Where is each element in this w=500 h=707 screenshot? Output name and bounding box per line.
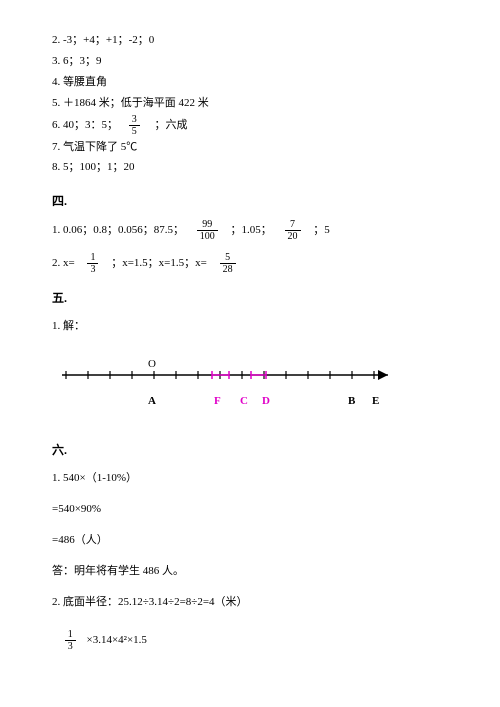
axis-label-e: E xyxy=(372,395,379,407)
sec6-p1-l4: 答：明年将有学生 486 人。 xyxy=(52,561,448,582)
section-5-header: 五. xyxy=(52,289,448,306)
sec6-p1-l2: =540×90% xyxy=(52,499,448,520)
frac-den: 20 xyxy=(285,231,301,242)
frac-num: 99 xyxy=(197,219,218,231)
sec4-r1-frac1: 99 100 xyxy=(197,219,218,242)
sec4-r1-pre: 1. 0.06；0.8；0.056；87.5； xyxy=(52,224,184,236)
axis-label-c: C xyxy=(240,395,248,407)
sec4-r2-frac2: 5 28 xyxy=(220,252,236,275)
frac-den: 3 xyxy=(65,641,76,652)
ans-line-3: 3. 6；3；9 xyxy=(52,51,448,72)
frac-num: 1 xyxy=(87,252,98,264)
frac-den: 100 xyxy=(197,231,218,242)
frac-num: 3 xyxy=(129,114,140,126)
frac-num: 5 xyxy=(220,252,236,264)
sec6-p1-l3: =486（人） xyxy=(52,530,448,551)
sec4-r1-frac2: 7 20 xyxy=(285,219,301,242)
sec4-r2-frac1: 1 3 xyxy=(87,252,98,275)
frac-den: 28 xyxy=(220,264,236,275)
svg-text:O: O xyxy=(148,358,156,370)
frac-den: 3 xyxy=(87,264,98,275)
axis-label-f: F xyxy=(214,395,221,407)
sec6-p2-l1: 2. 底面半径：25.12÷3.14÷2=8÷2=4（米） xyxy=(52,592,448,613)
sec4-r1-mid1: ；1.05； xyxy=(231,224,272,236)
sec6-p2-l2: 1 3 ×3.14×4²×1.5 xyxy=(52,629,448,652)
section-6-header: 六. xyxy=(52,441,448,458)
frac-den: 5 xyxy=(129,126,140,137)
section-4-header: 四. xyxy=(52,192,448,209)
sec5-l1: 1. 解： xyxy=(52,316,448,337)
sec6-p2-frac: 1 3 xyxy=(65,629,76,652)
frac-num: 7 xyxy=(285,219,301,231)
ans-line-8: 8. 5；100；1；20 xyxy=(52,157,448,178)
ans-line-2: 2. -3；+4；+1；-2；0 xyxy=(52,30,448,51)
axis-label-d: D xyxy=(262,395,270,407)
number-line-svg: O xyxy=(52,355,402,389)
frac-num: 1 xyxy=(65,629,76,641)
ans-6-pre: 6. 40；3：5； xyxy=(52,119,118,131)
ans-line-5: 5. ＋1864 米；低于海平面 422 米 xyxy=(52,93,448,114)
axis-label-b: B xyxy=(348,395,355,407)
number-line-diagram: O A F C D B E xyxy=(52,355,448,409)
ans-line-7: 7. 气温下降了 5℃ xyxy=(52,137,448,158)
sec4-r2-pre: 2. x= xyxy=(52,257,75,269)
sec4-row2: 2. x= 1 3 ；x=1.5；x=1.5；x= 5 28 xyxy=(52,252,448,275)
sec4-r2-mid: ；x=1.5；x=1.5；x= xyxy=(111,257,207,269)
ans-line-6: 6. 40；3：5； 3 5 ；六成 xyxy=(52,114,448,137)
ans-line-4: 4. 等腰直角 xyxy=(52,72,448,93)
ans-6-frac: 3 5 xyxy=(129,114,140,137)
sec6-p1-l1: 1. 540×（1-10%） xyxy=(52,468,448,489)
ans-6-post: ；六成 xyxy=(155,119,188,131)
sec6-p2-post: ×3.14×4²×1.5 xyxy=(87,634,147,646)
number-line-labels: AFCDBE xyxy=(52,395,448,409)
sec4-row1: 1. 0.06；0.8；0.056；87.5； 99 100 ；1.05； 7 … xyxy=(52,219,448,242)
axis-label-a: A xyxy=(148,395,156,407)
sec4-r1-post: ；5 xyxy=(313,224,330,236)
